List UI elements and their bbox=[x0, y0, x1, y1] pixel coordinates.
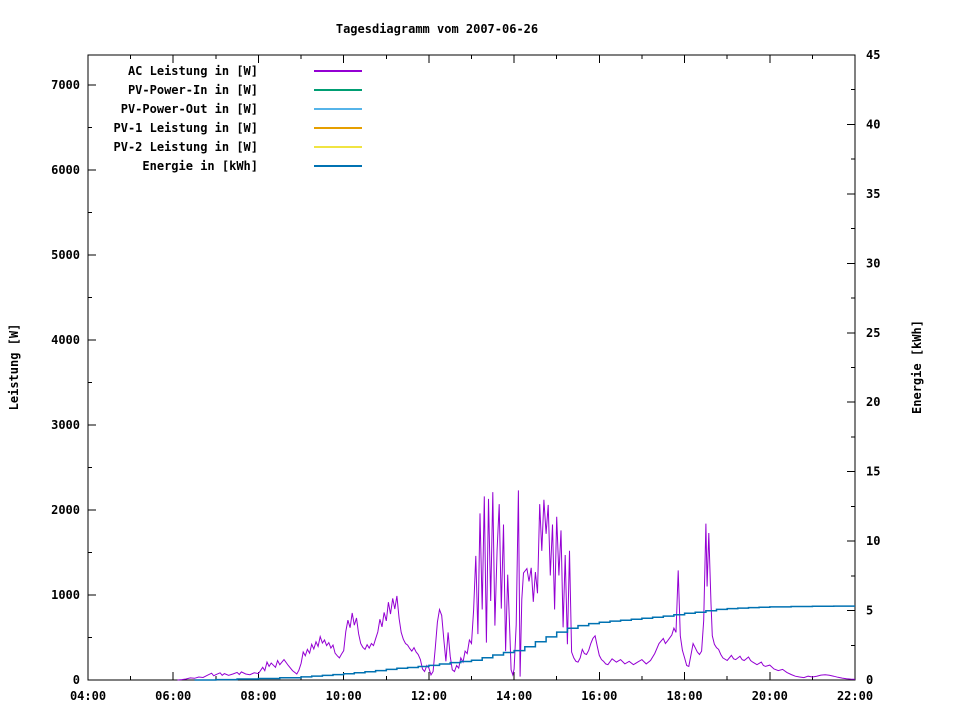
legend-label: PV-Power-Out in [W] bbox=[121, 102, 258, 116]
x-tick-label: 06:00 bbox=[155, 689, 191, 703]
legend-label: AC Leistung in [W] bbox=[128, 64, 258, 78]
series-line-ac-leistung-in-w- bbox=[177, 490, 856, 681]
x-tick-label: 10:00 bbox=[326, 689, 362, 703]
legend-label: PV-Power-In in [W] bbox=[128, 83, 258, 97]
x-tick-label: 22:00 bbox=[837, 689, 873, 703]
y-right-tick-label: 15 bbox=[866, 465, 880, 479]
series-line-energie-in-kwh- bbox=[194, 605, 855, 681]
y-left-tick-label: 4000 bbox=[51, 333, 80, 347]
x-tick-label: 20:00 bbox=[752, 689, 788, 703]
y-right-tick-label: 10 bbox=[866, 534, 880, 548]
y-left-tick-label: 5000 bbox=[51, 248, 80, 262]
x-tick-label: 18:00 bbox=[666, 689, 702, 703]
legend-label: PV-2 Leistung in [W] bbox=[114, 140, 259, 154]
legend-label: PV-1 Leistung in [W] bbox=[114, 121, 259, 135]
x-tick-label: 16:00 bbox=[581, 689, 617, 703]
x-tick-label: 12:00 bbox=[411, 689, 447, 703]
y-right-tick-label: 30 bbox=[866, 256, 880, 270]
y-left-tick-label: 6000 bbox=[51, 163, 80, 177]
y-right-tick-label: 45 bbox=[866, 48, 880, 62]
legend-label: Energie in [kWh] bbox=[142, 159, 258, 173]
y-right-axis-label: Energie [kWh] bbox=[910, 320, 924, 414]
y-left-tick-label: 3000 bbox=[51, 418, 80, 432]
tick-labels: 04:00 06:00 08:00 10:00 12:00 14:00 16:00 18:00… bbox=[51, 48, 880, 703]
y-left-tick-label: 0 bbox=[73, 673, 80, 687]
y-right-tick-label: 20 bbox=[866, 395, 880, 409]
y-right-tick-label: 0 bbox=[866, 673, 873, 687]
y-right-tick-label: 5 bbox=[866, 604, 873, 618]
x-tick-label: 08:00 bbox=[240, 689, 276, 703]
chart-legend: AC Leistung in [W] PV-Power-In in [W] PV-P… bbox=[114, 64, 362, 173]
y-left-tick-label: 2000 bbox=[51, 503, 80, 517]
x-tick-label: 14:00 bbox=[496, 689, 532, 703]
data-series bbox=[177, 490, 856, 681]
y-left-axis-label: Leistung [W] bbox=[7, 324, 21, 411]
y-right-tick-label: 40 bbox=[866, 117, 880, 131]
y-left-tick-label: 1000 bbox=[51, 588, 80, 602]
y-left-tick-label: 7000 bbox=[51, 78, 80, 92]
y-right-tick-label: 35 bbox=[866, 187, 880, 201]
x-tick-label: 04:00 bbox=[70, 689, 106, 703]
chart-title: Tagesdiagramm vom 2007-06-26 bbox=[336, 22, 538, 36]
y-right-tick-label: 25 bbox=[866, 326, 880, 340]
axis-ticks bbox=[87, 54, 856, 681]
